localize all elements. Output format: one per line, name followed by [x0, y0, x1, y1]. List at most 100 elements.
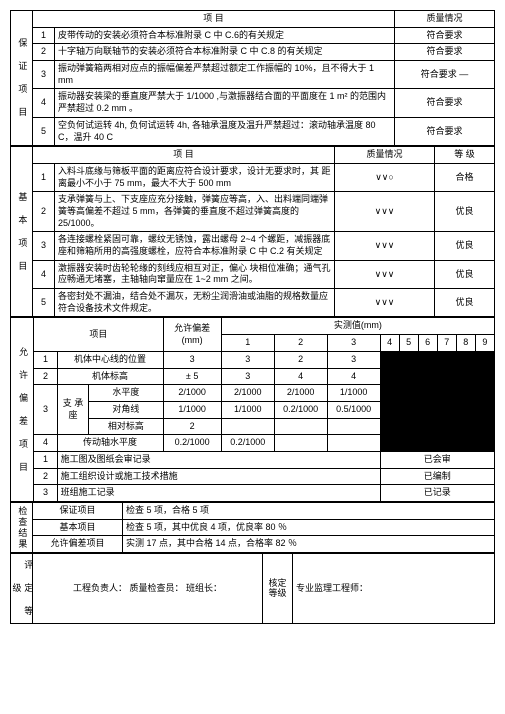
row-desc: 皮带传动的安装必须符合本标准附录 C 中 C.6的有关规定: [55, 27, 395, 44]
grid-num: 5: [399, 335, 418, 352]
row-num: 5: [33, 289, 55, 317]
row-grade: 优良: [435, 289, 495, 317]
row-qual: ∨∨○: [335, 163, 435, 191]
grid-num: 8: [456, 335, 475, 352]
results-text: 检查 5 项，合格 5 项: [123, 503, 495, 520]
row-num: 2: [34, 368, 57, 385]
row-num: 4: [33, 260, 55, 288]
results-text: 检查 5 项，其中优良 4 项，优良率 80 ％: [123, 519, 495, 536]
cell: [274, 418, 327, 435]
row-group: 支 承座: [57, 385, 89, 435]
cell: 0.2/1000: [221, 435, 274, 452]
cell: [437, 368, 456, 385]
cell: [475, 418, 494, 435]
cell: [380, 368, 399, 385]
row-num: 3: [34, 385, 57, 435]
cell: 1/1000: [327, 385, 380, 402]
cell: [274, 435, 327, 452]
cell: [437, 385, 456, 402]
row-desc: 激振器安装时齿轮轮缘的刻线应相互对正，偏心 块相位准确；通气孔 应畅通无堵塞，主…: [55, 260, 335, 288]
cell: [418, 435, 437, 452]
row-num: 1: [34, 351, 57, 368]
cell: [221, 418, 274, 435]
row-status: 已编制: [380, 468, 494, 485]
cell: [380, 401, 399, 418]
header-grade: 等 级: [435, 147, 495, 164]
cell: [399, 401, 418, 418]
cell: 3: [221, 351, 274, 368]
row-tol: 0.2/1000: [163, 435, 221, 452]
row-grade: 优良: [435, 260, 495, 288]
row-desc: 空负何试运转 4h, 负何试运转 4h, 各轴承温度及温升严禁超过：滚动轴承温度…: [55, 117, 395, 145]
cell: [418, 401, 437, 418]
grid-num: 7: [437, 335, 456, 352]
grid-num: 1: [221, 335, 274, 352]
row-qual: 符合要求 —: [395, 61, 495, 89]
cell: [437, 351, 456, 368]
row-qual: ∨∨∨: [335, 192, 435, 232]
header-quality: 质量情况: [335, 147, 435, 164]
header-item: 项目: [34, 318, 163, 351]
row-num: 4: [33, 89, 55, 117]
cell: [418, 385, 437, 402]
row-desc: 振动弹簧箱两相对应点的振幅偏差严禁超过额定工作振幅的 10%，且不得大于 1 m…: [55, 61, 395, 89]
results-item: 保证项目: [33, 503, 123, 520]
grid-num: 9: [475, 335, 494, 352]
side-tolerance: 允 许 偏 差 项 目: [11, 318, 34, 502]
row-num: 5: [33, 117, 55, 145]
row-desc: 入料斗底缘与筛板平面的距离应符合设计要求，设计无要求时，其 距 离最小不小于 7…: [55, 163, 335, 191]
row-name: 机体标高: [57, 368, 163, 385]
cell: [380, 418, 399, 435]
row-num: 1: [34, 451, 57, 468]
row-desc: 振动器安装梁的垂直度严禁大于 1/1000 ,与激振器结合面的平面度在 1 m²…: [55, 89, 395, 117]
side-results: 检查结果: [11, 503, 33, 553]
row-qual: 符合要求: [395, 117, 495, 145]
cell: [399, 418, 418, 435]
sub-name: 水平度: [89, 385, 163, 402]
cell: [456, 385, 475, 402]
row-desc: 施工组织设计或施工技术措施: [57, 468, 380, 485]
sub-tol: 2/1000: [163, 385, 221, 402]
row-grade: 优良: [435, 232, 495, 260]
side-guarantee: 保 证 项 目: [11, 11, 33, 146]
cell: 2/1000: [221, 385, 274, 402]
cell: [437, 418, 456, 435]
sub-tol: 1/1000: [163, 401, 221, 418]
tolerance-table: 允 许 偏 差 项 目 项目 允许偏差(mm) 实测值(mm) 1 2 3 4 …: [10, 317, 495, 502]
header-actual: 实测值(mm): [221, 318, 494, 335]
row-grade: 合格: [435, 163, 495, 191]
row-desc: 施工图及图纸会审记录: [57, 451, 380, 468]
row-tol: 3: [163, 351, 221, 368]
row-desc: 班组施工记录: [57, 485, 380, 502]
header-item: 项 目: [33, 147, 335, 164]
cell: [399, 435, 418, 452]
row-num: 2: [33, 192, 55, 232]
cell: [456, 418, 475, 435]
row-num: 3: [34, 485, 57, 502]
grid-num: 3: [327, 335, 380, 352]
header-tol: 允许偏差(mm): [163, 318, 221, 351]
row-tol: ± 5: [163, 368, 221, 385]
grid-num: 4: [380, 335, 399, 352]
sub-name: 相对标高: [89, 418, 163, 435]
grid-num: 6: [418, 335, 437, 352]
mid-label: 核定等级: [263, 554, 293, 624]
footer-table: 评 定 等 级 工程负责人： 质量检查员： 班组长： 核定等级 专业监理工程师：: [10, 553, 495, 624]
cell: [475, 435, 494, 452]
results-item: 基本项目: [33, 519, 123, 536]
sub-name: 对角线: [89, 401, 163, 418]
cell: [418, 351, 437, 368]
cell: [327, 418, 380, 435]
row-num: 4: [34, 435, 57, 452]
cell: [475, 351, 494, 368]
cell: [456, 351, 475, 368]
cell: [437, 435, 456, 452]
row-qual: 符合要求: [395, 27, 495, 44]
cell: [475, 385, 494, 402]
header-item: 项 目: [33, 11, 395, 28]
row-desc: 十字轴万向联轴节的安装必须符合本标准附录 C 中 C.8 的有关规定: [55, 44, 395, 61]
results-text: 实测 17 点，其中合格 14 点，合格率 82 ％: [123, 536, 495, 553]
row-qual: ∨∨∨: [335, 260, 435, 288]
row-num: 2: [34, 468, 57, 485]
cell: [380, 435, 399, 452]
